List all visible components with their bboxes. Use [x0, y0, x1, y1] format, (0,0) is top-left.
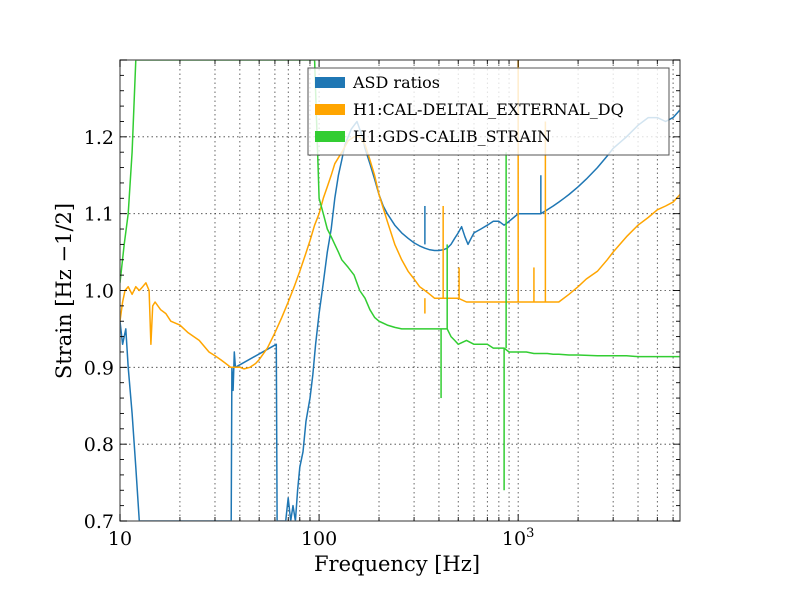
legend-label: ASD ratios	[352, 73, 440, 92]
x-axis-title: Frequency [Hz]	[314, 552, 480, 576]
y-axis-title: Strain [Hz −1/2]	[52, 203, 76, 379]
x-tick-label: 10	[108, 528, 132, 550]
legend-swatch	[315, 77, 345, 88]
legend-label: H1:CAL-DELTAL_EXTERNAL_DQ	[353, 100, 624, 119]
legend-swatch	[315, 104, 345, 115]
y-tick-label: 0.8	[84, 434, 114, 456]
x-tick-label: 103	[502, 526, 534, 550]
y-tick-label: 0.9	[84, 357, 114, 379]
series-lines	[120, 60, 680, 521]
legend-label: H1:GDS-CALIB_STRAIN	[353, 127, 551, 146]
y-tick-label: 1.2	[84, 127, 114, 149]
tick-labels: 10 100 103 0.7 0.8 0.9 1.0 1.1 1.2	[84, 127, 535, 550]
legend-swatch	[315, 131, 345, 142]
series-line-2	[120, 136, 680, 370]
axis-ticks	[119, 59, 680, 522]
y-tick-label: 1.0	[84, 281, 114, 303]
series-line-3	[120, 60, 680, 358]
series-line-1	[120, 109, 680, 521]
x-tick-label: 100	[301, 528, 337, 550]
legend-box	[307, 67, 670, 156]
legend: ASD ratios H1:CAL-DELTAL_EXTERNAL_DQ H1:GD…	[307, 67, 670, 156]
y-tick-label: 1.1	[84, 204, 114, 226]
y-tick-label: 0.7	[84, 511, 114, 533]
